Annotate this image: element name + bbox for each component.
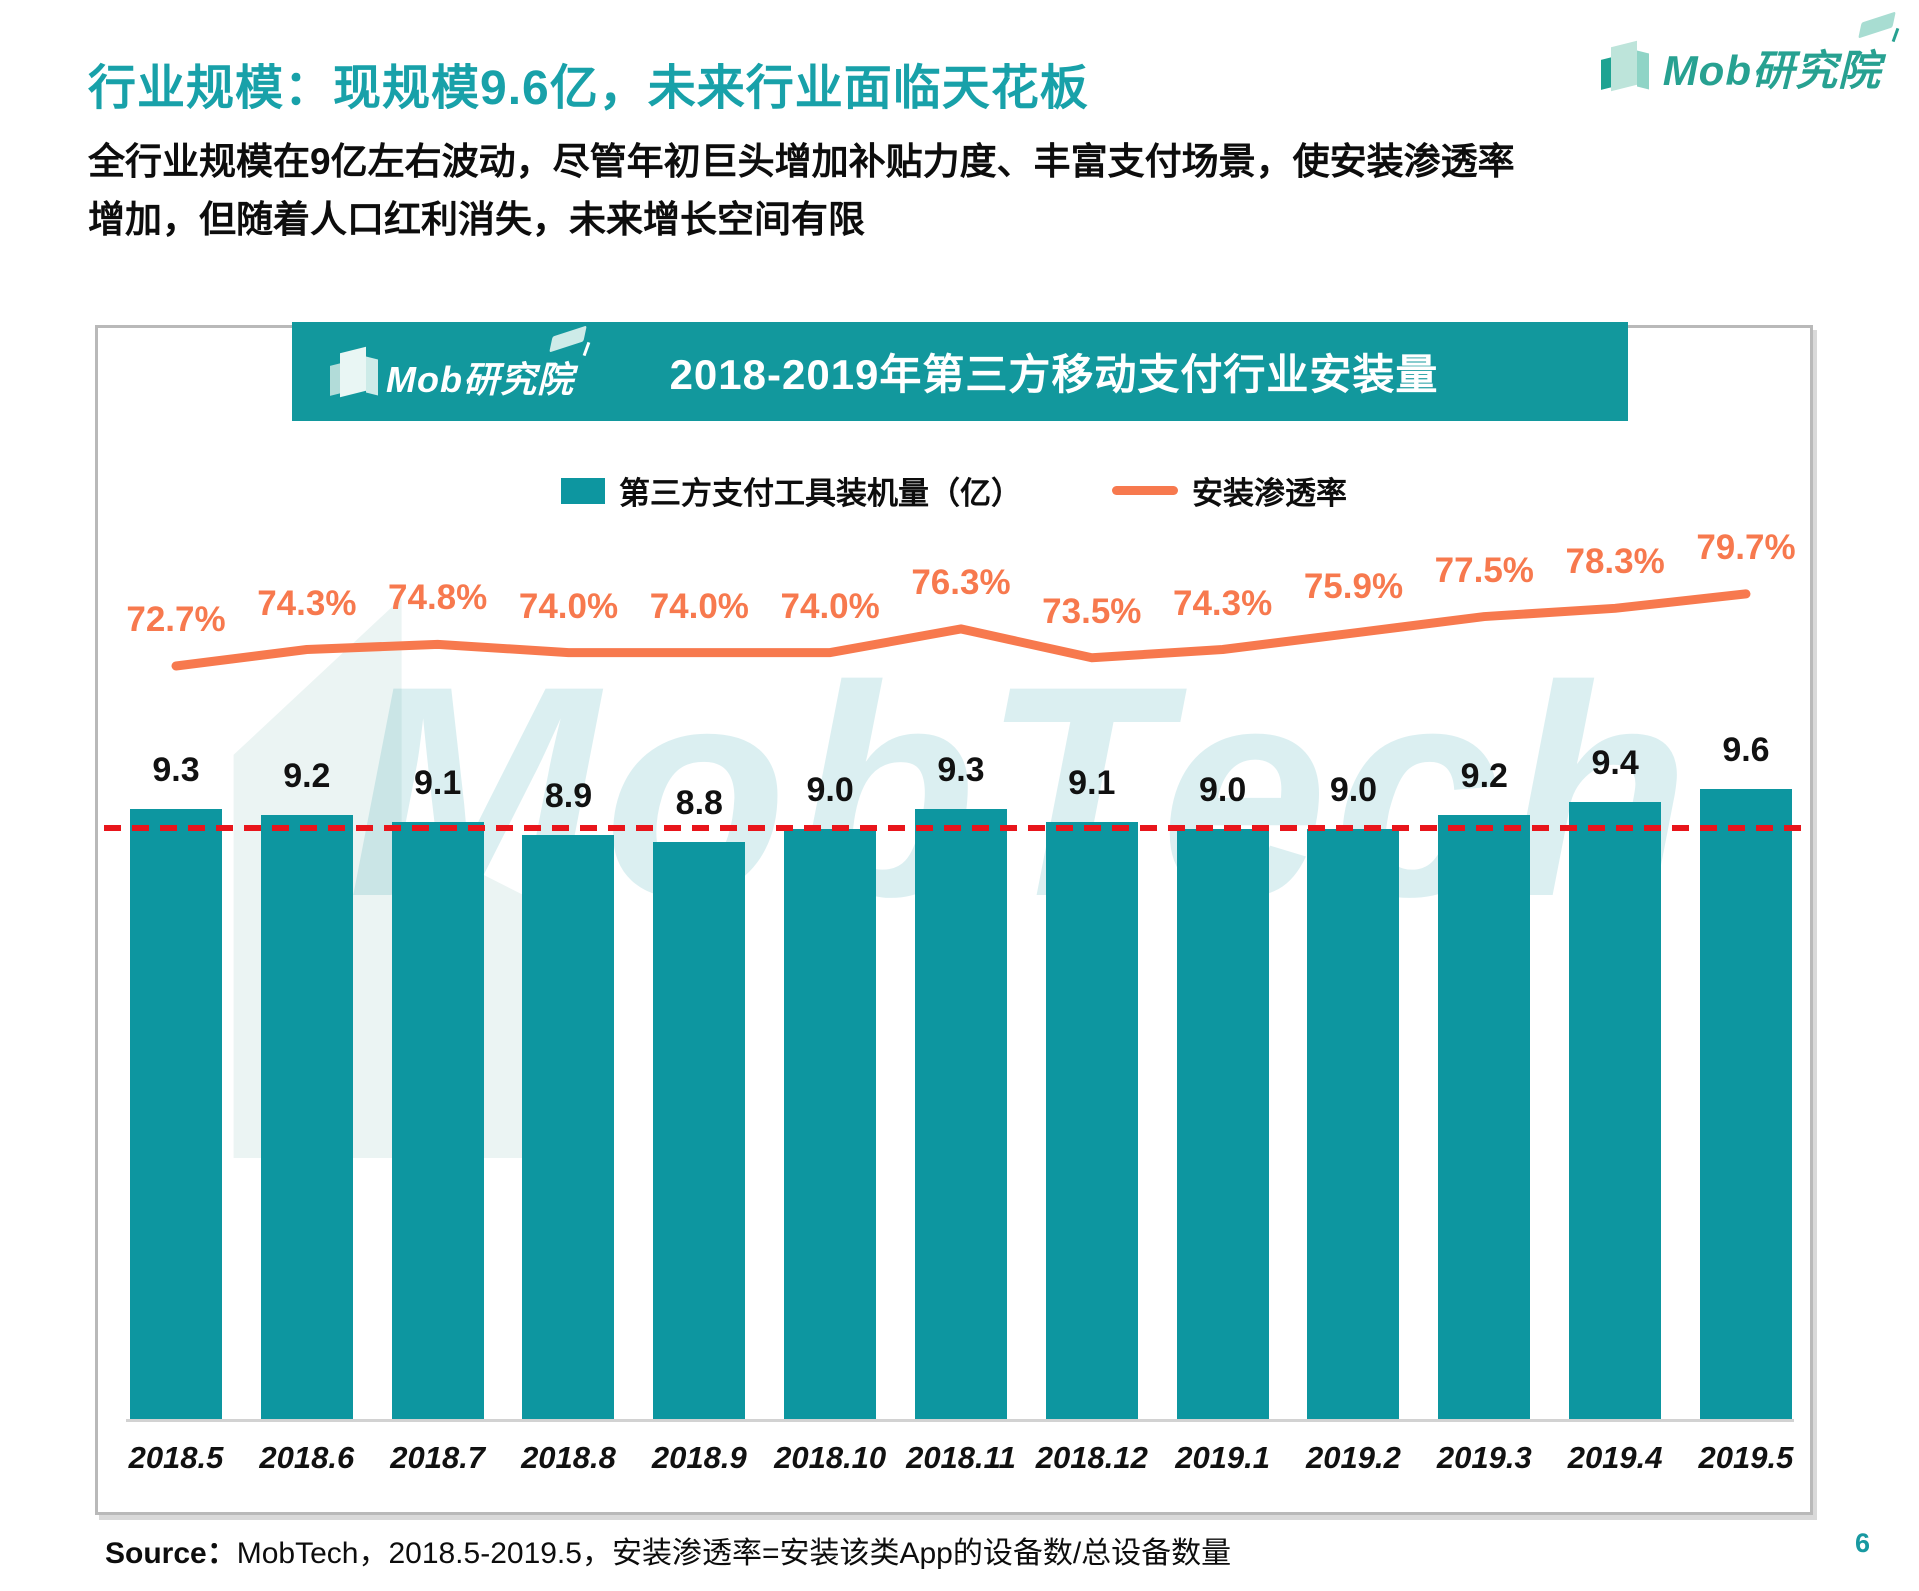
x-axis-label: 2018.10 [774,1440,887,1475]
bar-2018.11 [914,808,1007,1419]
x-axis-line [126,1419,1794,1422]
legend-item-line: 安装渗透率 [1112,468,1347,513]
penetration-rate-label: 79.7% [1696,527,1796,567]
bar-2019.3 [1438,815,1531,1419]
bar-2019.4 [1569,802,1662,1419]
x-axis-label: 2018.9 [651,1440,747,1475]
bar-value-label: 9.4 [1591,744,1639,783]
mob-logo: Mob研究院 [1597,11,1900,94]
mob-building-icon [1597,34,1655,92]
source-text: MobTech，2018.5-2019.5，安装渗透率=安装该类App的设备数/… [236,1537,1232,1570]
bar-2018.9 [653,841,746,1419]
bar-value-label: 9.0 [1198,770,1247,809]
legend-line-label: 安装渗透率 [1192,476,1347,511]
x-axis-label: 2019.1 [1175,1440,1271,1475]
bar-2018.6 [260,815,353,1419]
penetration-rate-label: 78.3% [1565,542,1665,582]
bar-swatch-icon [561,477,605,504]
x-axis-label: 2018.8 [521,1440,616,1475]
mob-logo-banner: Mob研究院 [326,325,591,400]
x-axis-label: 2018.7 [390,1440,486,1475]
bar-2018.5 [130,808,222,1419]
bar-value-label: 9.1 [414,764,462,803]
bar-value-label: 9.2 [1460,757,1508,796]
chart-card: MobTech Mob研究院 2018-2019年第三方移动支付行业安装量 第三… [95,322,1813,1515]
graduation-cap-tassel-icon [1891,27,1900,43]
x-axis-label: 2019.5 [1698,1440,1794,1475]
bar-value-label: 9.3 [152,750,200,789]
reference-dashed-line [104,825,1804,832]
penetration-rate-label: 77.5% [1434,550,1534,590]
bar-value-label: 8.8 [675,783,723,822]
bar-2018.8 [522,835,615,1419]
bar-value-label: 9.1 [1068,764,1116,803]
mob-logo-text: Mob研究院 [386,358,574,400]
source-note: Source：MobTech，2018.5-2019.5，安装渗透率=安装该类A… [105,1528,1231,1572]
x-axis-label: 2018.11 [906,1440,1016,1475]
bar-2019.2 [1307,828,1400,1419]
bar-value-label: 8.9 [544,777,593,816]
line-swatch-icon [1112,486,1178,495]
graduation-cap-icon [1858,11,1896,39]
bar-value-label: 9.2 [283,757,331,796]
bar-value-label: 9.6 [1722,731,1770,770]
x-axis-label: 2019.2 [1306,1440,1401,1475]
bar-value-label: 9.0 [1329,770,1378,809]
x-axis-label: 2018.6 [259,1440,355,1475]
x-axis-label: 2018.12 [1035,1440,1148,1475]
x-axis-label: 2019.3 [1436,1440,1532,1475]
bar-value-label: 9.0 [806,770,854,809]
bar-2018.12 [1045,822,1138,1419]
bar-2019.5 [1699,789,1792,1419]
source-label: Source： [105,1537,237,1570]
bar-2018.7 [391,822,484,1419]
legend-bar-label: 第三方支付工具装机量（亿） [619,476,1022,511]
bar-value-label: 9.3 [937,750,985,789]
page-title: 行业规模：现规模9.6亿，未来行业面临天花板 [88,62,1089,115]
bar-2018.10 [784,828,877,1419]
chart-legend: 第三方支付工具装机量（亿） 安装渗透率 [98,468,1810,513]
legend-item-bar: 第三方支付工具装机量（亿） [561,468,1022,513]
x-axis-label: 2019.4 [1567,1440,1663,1475]
page-number: 6 [1855,1528,1871,1558]
x-axis-label: 2018.5 [128,1440,224,1475]
chart-title-banner: Mob研究院 2018-2019年第三方移动支付行业安装量 [292,322,1628,421]
page-summary-text: 全行业规模在9亿左右波动，尽管年初巨头增加补贴力度、丰富支付场景，使安装渗透率增… [88,141,1515,241]
mob-logo-text: Mob研究院 [1662,47,1881,94]
chart-title: 2018-2019年第三方移动支付行业安装量 [669,351,1439,398]
bar-2019.1 [1176,828,1269,1419]
mob-building-icon [326,346,378,398]
